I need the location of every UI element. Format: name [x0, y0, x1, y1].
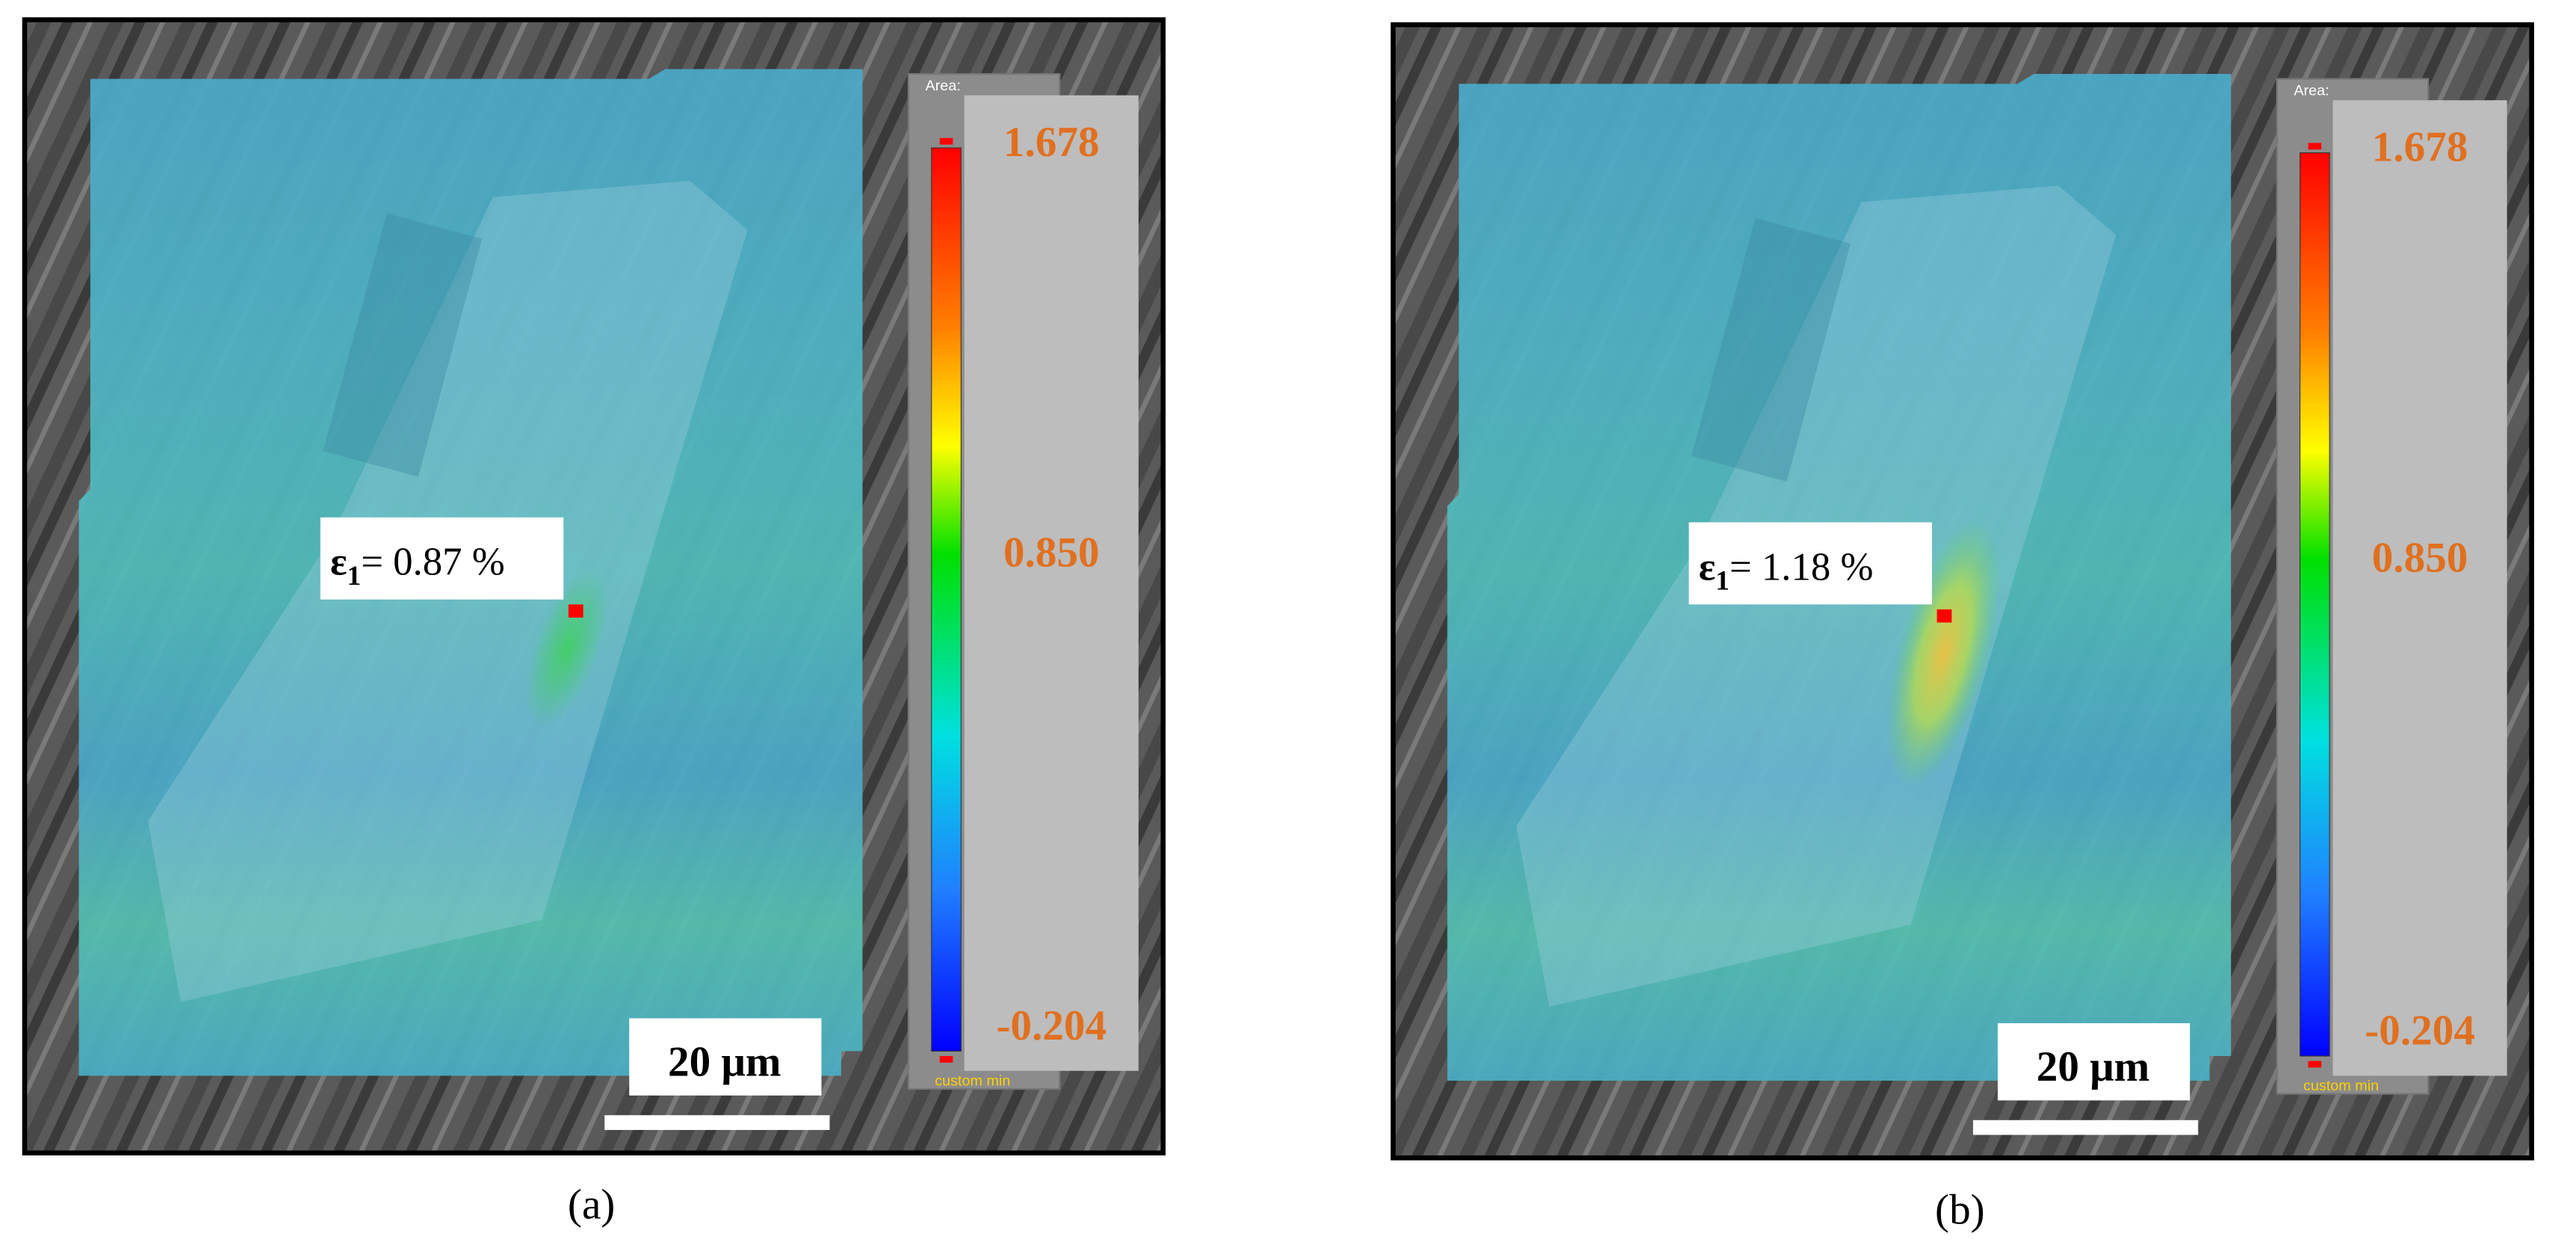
- panel: Area: custom min 1.678 0.850 -0.204 ε1= 0.87 …: [22, 17, 1166, 1229]
- annotation: ε1= 0.87 %: [330, 541, 505, 592]
- legend-area-label: Area:: [2294, 83, 2329, 99]
- colorbar-label: 0.850: [1003, 530, 1100, 577]
- legend-custom-min: custom min: [2303, 1078, 2379, 1094]
- annotation-text: = 0.87 %: [361, 541, 504, 584]
- colorbar-label: 1.678: [2372, 124, 2468, 171]
- annotation-box: [1688, 522, 1932, 605]
- scale-bar-label: 20 μm: [2037, 1043, 2149, 1090]
- measure-point: [1936, 609, 1952, 623]
- panel-caption: (a): [568, 1182, 615, 1229]
- colorbar: [2300, 152, 2330, 1057]
- annotation-symbol: ε: [1699, 545, 1716, 589]
- annotation-subscript: 1: [347, 561, 362, 592]
- label-panel: [2332, 100, 2507, 1076]
- legend-custom-min: custom min: [935, 1073, 1010, 1090]
- annotation: ε1= 1.18 %: [1699, 545, 1874, 596]
- scale-bar-label: 20 μm: [668, 1038, 781, 1085]
- annotation-box: [320, 517, 564, 600]
- scale-bar: [604, 1115, 830, 1130]
- annotation-text: = 1.18 %: [1730, 545, 1873, 589]
- annotation-subscript: 1: [1715, 566, 1730, 597]
- strain-hotspot: [524, 571, 609, 727]
- pit: [323, 213, 483, 477]
- colorbar-marker: [2308, 1061, 2322, 1068]
- panel-caption: (b): [1935, 1186, 1985, 1233]
- colorbar-label: 1.678: [1003, 119, 1100, 166]
- measure-point: [568, 604, 583, 618]
- colorbar-label: -0.204: [997, 1002, 1107, 1049]
- colorbar-label: -0.204: [2365, 1008, 2475, 1055]
- colorbar-marker: [939, 1056, 953, 1063]
- scale-bar: [1972, 1120, 2199, 1135]
- scale-label-box: [1997, 1023, 2190, 1101]
- colorbar-marker: [939, 137, 953, 145]
- scale-label-box: [629, 1018, 822, 1096]
- strain-hotspot: [1886, 518, 2001, 789]
- panel: Area: custom min 1.678 0.850 -0.204 ε1= 1.18 …: [1390, 22, 2534, 1233]
- legend-area-label: Area:: [926, 78, 961, 94]
- pit: [1691, 218, 1851, 482]
- annotation-symbol: ε: [330, 541, 347, 584]
- label-panel: [964, 95, 1139, 1071]
- colorbar-label: 0.850: [2372, 534, 2468, 581]
- colorbar: [931, 147, 962, 1052]
- colorbar-marker: [2308, 143, 2322, 150]
